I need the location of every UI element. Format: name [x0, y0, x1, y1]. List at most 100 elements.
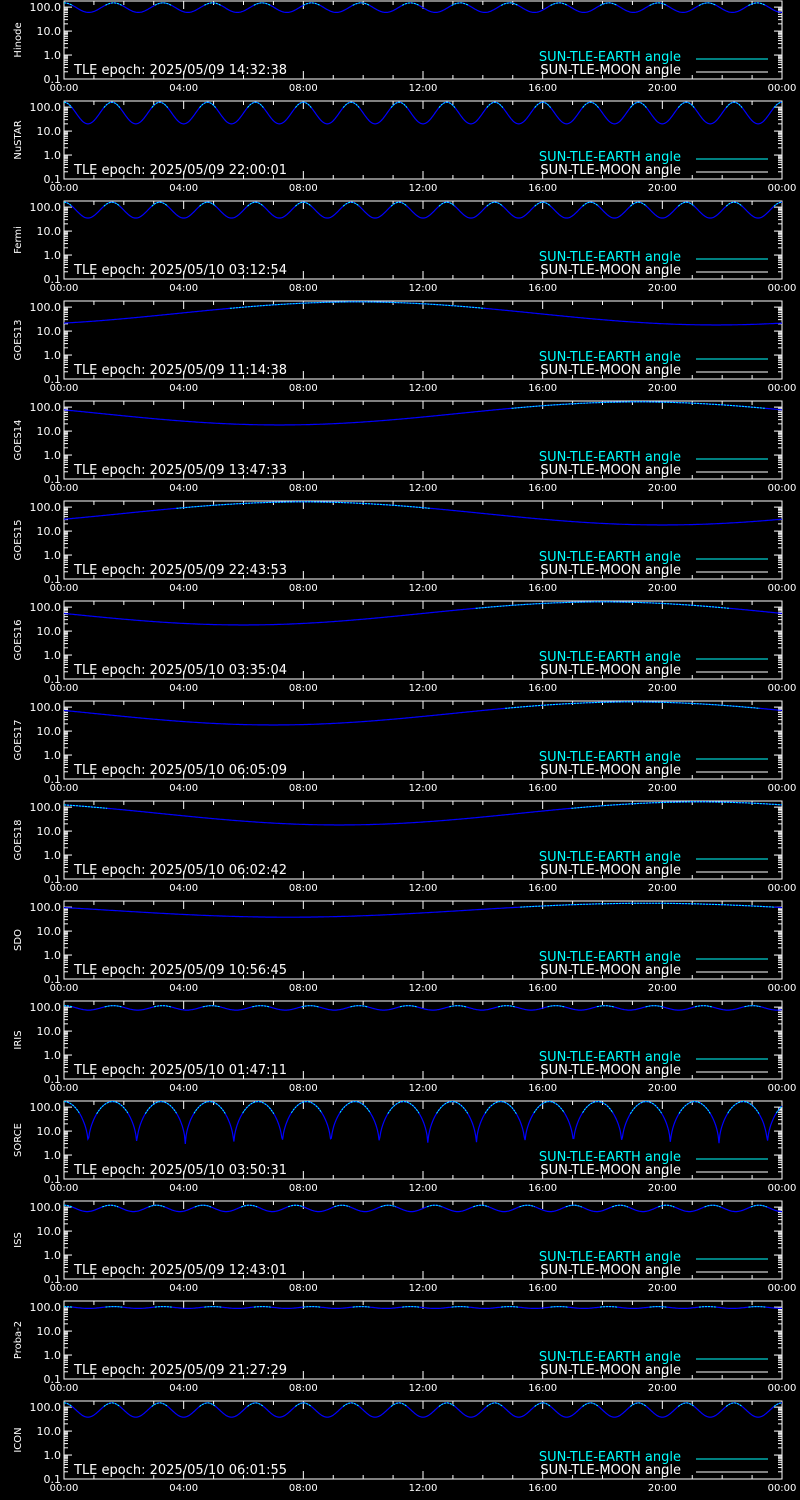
earth-angle-series [63, 201, 783, 219]
legend-moon-label: SUN-TLE-MOON angle [540, 563, 681, 578]
earth-angle-highlight [342, 1402, 360, 1407]
earth-angle-highlight [677, 201, 695, 207]
earth-angle-highlight [64, 1204, 73, 1208]
y-tick-label: 100.0 [30, 701, 62, 714]
x-tick-label: 08:00 [289, 183, 318, 194]
x-tick-label: 16:00 [528, 383, 557, 394]
x-tick-label: 04:00 [169, 583, 198, 594]
x-tick-label: 08:00 [289, 683, 318, 694]
earth-angle-highlight [534, 201, 551, 207]
earth-angle-highlight [96, 1101, 129, 1115]
x-tick-label: 00:00 [768, 1183, 797, 1194]
x-tick-label: 20:00 [648, 783, 677, 794]
x-tick-label: 12:00 [409, 1283, 438, 1294]
x-tick-label: 00:00 [50, 883, 79, 894]
earth-angle-curve [63, 101, 783, 125]
earth-angle-highlight [199, 1402, 216, 1407]
earth-angle-highlight [402, 2, 420, 6]
y-tick-label: 1.0 [44, 749, 62, 762]
earth-angle-series [64, 1100, 783, 1144]
x-tick-label: 04:00 [169, 483, 198, 494]
y-tick-label: 0.1 [44, 73, 62, 86]
x-tick-label: 12:00 [409, 1083, 438, 1094]
earth-angle-highlight [154, 2, 172, 6]
x-tick-label: 04:00 [169, 783, 198, 794]
y-ticks [63, 601, 783, 680]
chart-panel-nustar: 0.1 1.0 10.0 100.0 00:00 04:00 08:00 12:00 16:00… [13, 100, 796, 194]
y-tick-label: 0.1 [44, 373, 62, 386]
earth-angle-highlight [519, 1204, 535, 1208]
y-tick-label: 0.1 [44, 1273, 62, 1286]
x-tick-label: 04:00 [169, 1383, 198, 1394]
satellite-label: SDO [13, 929, 24, 951]
x-tick-label: 08:00 [289, 1183, 318, 1194]
chart-panel-goes15: 0.1 1.0 10.0 100.0 00:00 04:00 08:00 12:00 16:00… [13, 500, 796, 594]
chart-panel-sdo: 0.1 1.0 10.0 100.0 00:00 04:00 08:00 12:00 16:00… [13, 900, 796, 994]
earth-angle-highlight [775, 1105, 783, 1114]
earth-angle-highlight [63, 101, 73, 108]
x-tick-label: 00:00 [50, 183, 79, 194]
earth-angle-highlight [475, 601, 730, 609]
x-tick-label: 12:00 [409, 1483, 438, 1494]
x-tick-label: 12:00 [409, 1383, 438, 1394]
x-tick-label: 20:00 [648, 383, 677, 394]
y-tick-label: 10.0 [37, 225, 62, 238]
y-tick-label: 0.1 [44, 773, 62, 786]
earth-angle-highlight [295, 201, 312, 207]
tle-epoch-label: TLE epoch: 2025/05/09 22:43:53 [73, 563, 287, 578]
y-ticks [63, 501, 783, 580]
y-tick-label: 1.0 [44, 949, 62, 962]
earth-angle-highlight [744, 1005, 761, 1008]
legend-moon-label: SUN-TLE-MOON angle [540, 663, 681, 678]
satellite-label: GOES13 [13, 319, 24, 360]
earth-angle-highlight [352, 2, 370, 6]
x-tick-label: 16:00 [528, 1183, 557, 1194]
earth-angle-highlight [64, 1402, 73, 1407]
y-tick-label: 1.0 [44, 349, 62, 362]
earth-angle-highlight [402, 1306, 420, 1308]
x-tick-label: 20:00 [648, 683, 677, 694]
x-tick-label: 20:00 [648, 183, 677, 194]
x-tick-label: 04:00 [169, 1083, 198, 1094]
y-ticks [63, 1101, 783, 1180]
x-tick-label: 12:00 [409, 183, 438, 194]
earth-angle-highlight [295, 101, 312, 108]
x-tick-label: 00:00 [50, 983, 79, 994]
y-tick-label: 0.1 [44, 973, 62, 986]
x-tick-label: 00:00 [50, 83, 79, 94]
y-tick-label: 1.0 [44, 149, 62, 162]
earth-angle-highlight [63, 201, 73, 207]
earth-angle-highlight [194, 1204, 211, 1208]
y-tick-label: 100.0 [30, 1, 62, 14]
y-tick-label: 1.0 [44, 1049, 62, 1062]
x-tick-label: 20:00 [648, 1283, 677, 1294]
legend-earth-label: SUN-TLE-EARTH angle [539, 350, 681, 365]
tle-epoch-label: TLE epoch: 2025/05/10 03:50:31 [73, 1163, 287, 1178]
x-tick-label: 00:00 [50, 1383, 79, 1394]
earth-angle-highlight [240, 1204, 258, 1208]
y-tick-label: 0.1 [44, 1373, 62, 1386]
earth-angle-series [64, 301, 782, 326]
satellite-label: GOES18 [13, 819, 24, 860]
x-tick-label: 16:00 [528, 83, 557, 94]
y-ticks [63, 701, 783, 780]
earth-angle-highlight [533, 1101, 565, 1114]
earth-angle-highlight [334, 1204, 350, 1208]
earth-angle-curve [63, 201, 783, 219]
x-tick-label: 00:00 [50, 383, 79, 394]
x-tick-label: 00:00 [768, 683, 797, 694]
legend-moon-label: SUN-TLE-MOON angle [540, 863, 681, 878]
tle-epoch-label: TLE epoch: 2025/05/10 06:02:42 [73, 863, 287, 878]
x-tick-label: 00:00 [50, 1183, 79, 1194]
x-tick-label: 20:00 [648, 1383, 677, 1394]
earth-angle-curve [64, 1402, 782, 1418]
x-tick-label: 00:00 [768, 1083, 797, 1094]
y-tick-label: 1.0 [44, 1349, 62, 1362]
y-tick-label: 100.0 [30, 1201, 62, 1214]
legend-moon-label: SUN-TLE-MOON angle [540, 1463, 681, 1478]
earth-angle-highlight [342, 101, 360, 108]
y-ticks [63, 1, 783, 80]
x-tick-label: 00:00 [50, 583, 79, 594]
y-ticks [63, 1001, 783, 1080]
earth-angle-highlight [64, 1101, 80, 1114]
